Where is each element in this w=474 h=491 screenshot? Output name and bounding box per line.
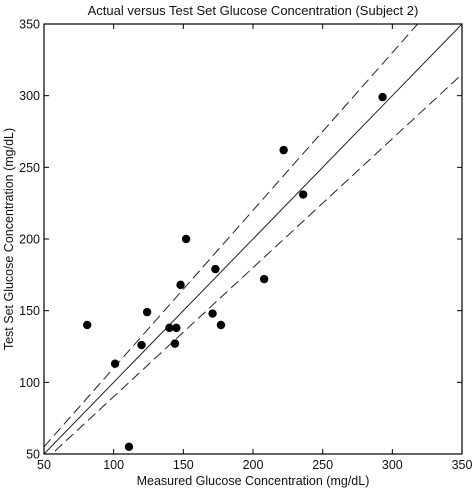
data-point-12 — [216, 320, 226, 330]
data-point-3 — [137, 340, 146, 350]
x-tick-label-6: 350 — [452, 458, 473, 472]
data-points — [82, 92, 387, 452]
data-point-7 — [172, 323, 181, 333]
y-tick-label-2: 150 — [19, 304, 40, 318]
y-tick-label-4: 250 — [19, 161, 40, 175]
x-axis-ticks: 50 100 150 200 250 300 350 — [37, 24, 472, 472]
y-tick-label-5: 300 — [19, 89, 40, 103]
data-point-15 — [298, 190, 308, 199]
x-tick-label-3: 200 — [243, 458, 264, 472]
data-point-1 — [110, 359, 120, 368]
data-point-5 — [165, 323, 174, 333]
data-point-13 — [259, 274, 269, 284]
reference-lines — [44, 24, 462, 454]
data-point-16 — [378, 92, 387, 102]
data-point-11 — [211, 264, 220, 274]
data-point-8 — [176, 280, 185, 290]
y-tick-label-1: 100 — [19, 376, 40, 390]
x-tick-label-4: 250 — [312, 458, 333, 472]
y-axis-ticks: 50 100 150 200 250 300 350 — [19, 18, 462, 462]
chart-title: Actual versus Test Set Glucose Concentra… — [88, 3, 419, 18]
x-tick-label-5: 300 — [382, 458, 403, 472]
confidence-line-1 — [44, 24, 419, 448]
x-tick-label-0: 50 — [37, 458, 51, 472]
y-tick-label-6: 350 — [19, 18, 40, 32]
data-point-4 — [142, 307, 152, 317]
data-point-14 — [279, 145, 288, 155]
data-point-6 — [170, 339, 180, 348]
y-axis-label: Test Set Glucose Concentration (mg/dL) — [2, 128, 16, 350]
x-axis-label: Measured Glucose Concentration (mg/dL) — [137, 474, 370, 488]
identity-line — [44, 24, 462, 454]
x-tick-label-1: 100 — [103, 458, 124, 472]
confidence-line-2 — [51, 73, 462, 454]
data-point-2 — [124, 442, 134, 452]
y-tick-label-3: 200 — [19, 233, 40, 247]
data-point-10 — [208, 309, 217, 318]
data-point-9 — [181, 234, 191, 244]
y-tick-label-0: 50 — [26, 448, 40, 462]
data-point-0 — [82, 320, 92, 330]
x-tick-label-2: 150 — [173, 458, 194, 472]
